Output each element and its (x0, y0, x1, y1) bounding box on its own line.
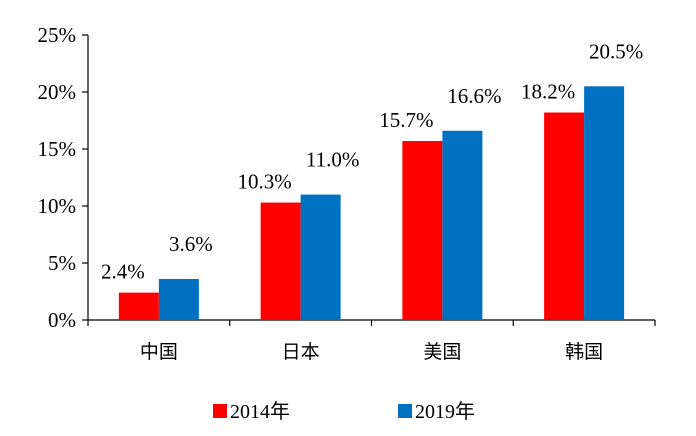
data-label: 15.7% (379, 108, 433, 132)
data-label: 18.2% (521, 80, 575, 104)
bar-2014年 (402, 141, 443, 320)
y-tick-label: 25% (38, 23, 77, 47)
x-category-label: 美国 (423, 341, 461, 363)
data-label: 2.4% (101, 260, 145, 284)
bar-2014年 (260, 202, 301, 320)
y-tick-label: 10% (38, 194, 77, 218)
data-label: 20.5% (589, 39, 643, 63)
data-label: 3.6% (169, 232, 213, 256)
legend-label: 2014年 (230, 400, 290, 423)
y-tick-label: 5% (48, 251, 76, 275)
bar-2014年 (118, 292, 159, 320)
x-category-label: 中国 (140, 341, 178, 363)
bar-2019年 (442, 130, 483, 320)
x-category-label: 日本 (282, 341, 320, 363)
data-labels: 2.4% 3.6% 10.3% 11.0% 15.7% 16.6% 18.2% 20.5% (101, 39, 643, 283)
bar-2014年 (544, 112, 585, 321)
y-tick-label: 15% (38, 137, 77, 161)
bar-2019年 (300, 194, 341, 320)
legend-label: 2019年 (415, 400, 475, 423)
legend-swatch (213, 404, 227, 418)
bar-2019年 (584, 86, 625, 320)
axes: 0% 5% 10% 15% 20% 25% 中国 日本 美国 韩国 (38, 23, 656, 363)
data-label: 10.3% (238, 170, 292, 194)
x-category-label: 韩国 (565, 341, 603, 363)
legend: 2014年 2019年 (213, 400, 475, 423)
y-tick-label: 0% (48, 308, 76, 332)
legend-swatch (398, 404, 412, 418)
data-label: 16.6% (447, 84, 501, 108)
bar-2019年 (158, 278, 199, 320)
bars (118, 86, 625, 321)
y-tick-label: 20% (38, 80, 77, 104)
data-label: 11.0% (306, 148, 359, 172)
